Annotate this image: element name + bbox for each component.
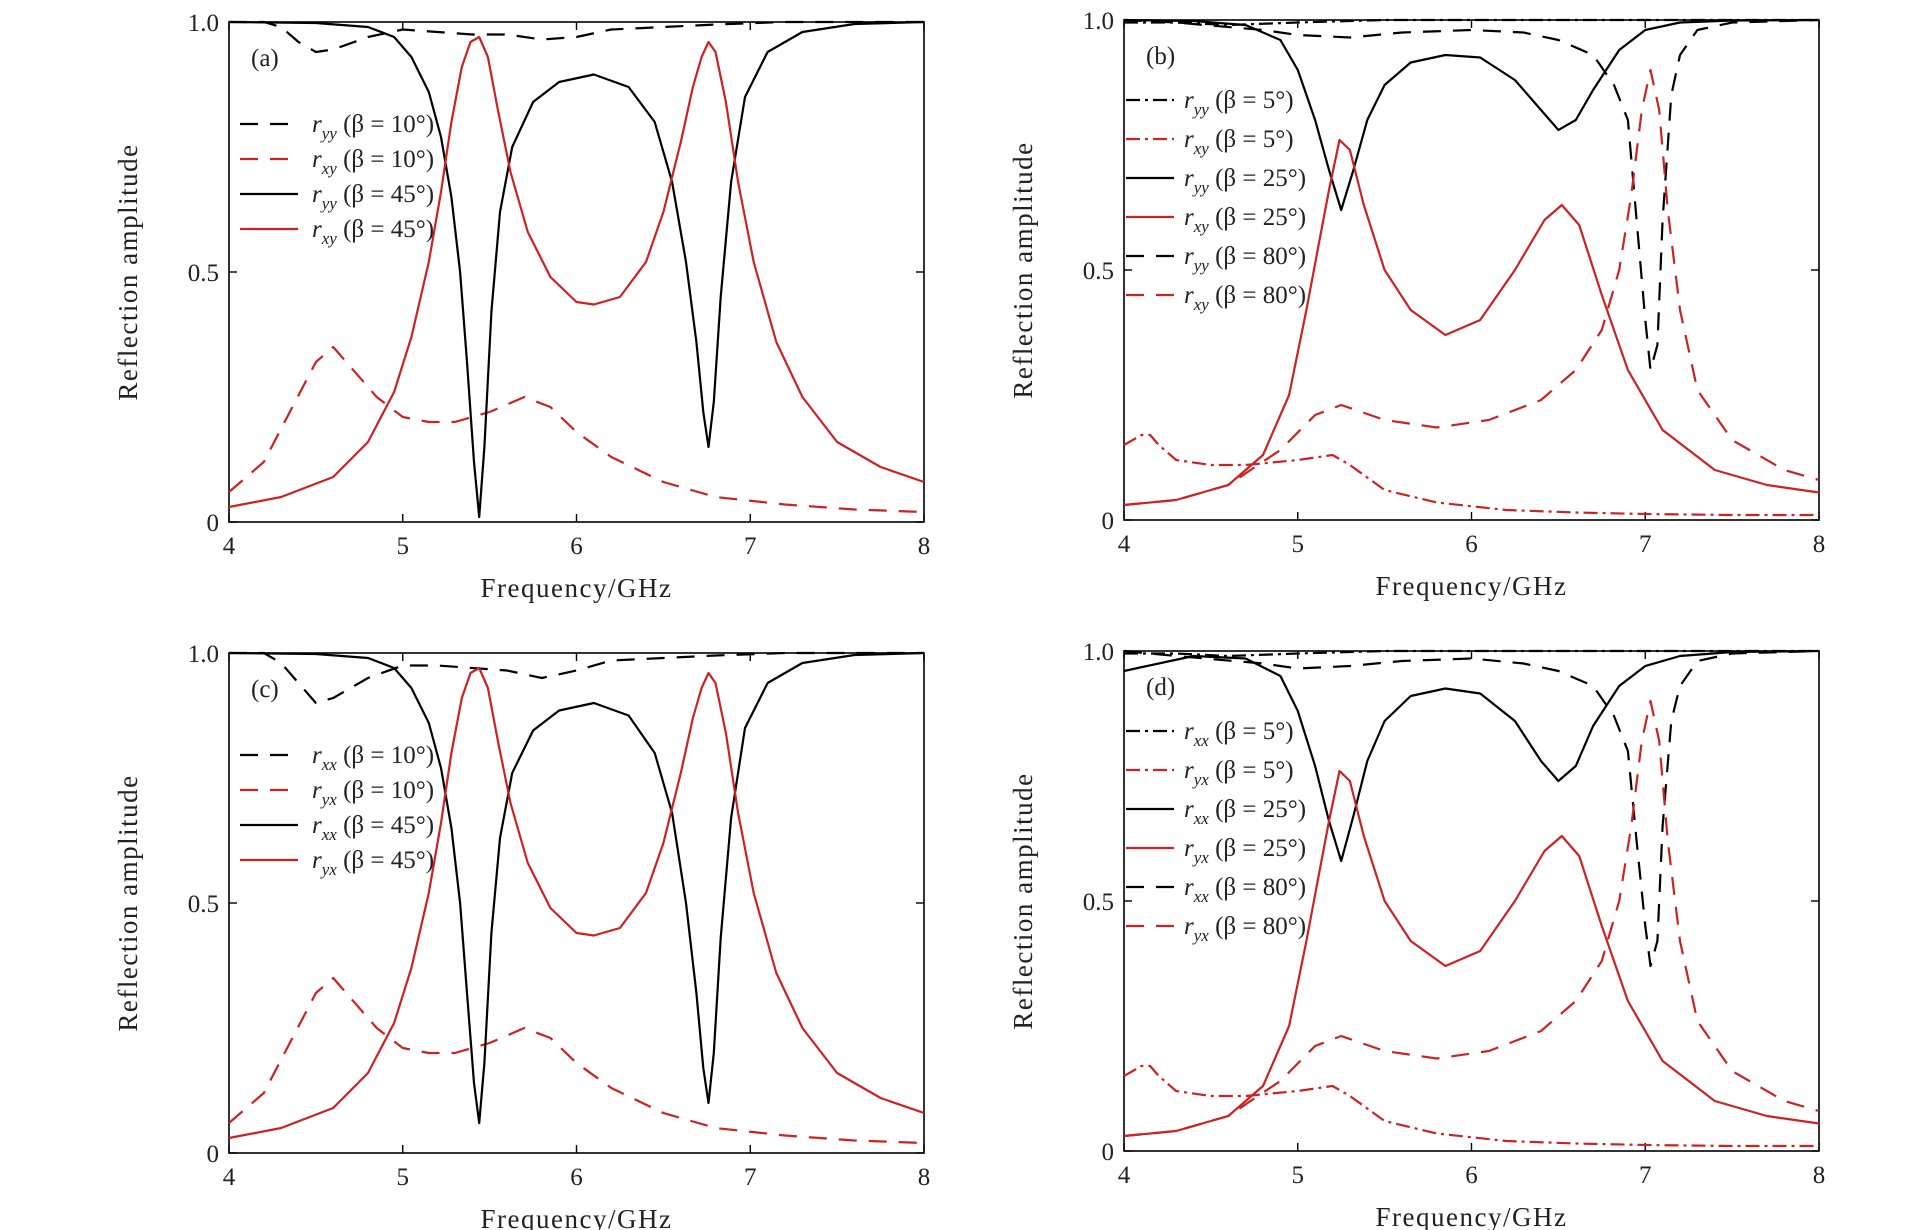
legend-entry: ryy (β = 10°) [312, 111, 434, 143]
y-tick-label: 1.0 [188, 10, 219, 37]
plot-frame [228, 652, 925, 1154]
y-tick-label: 0 [207, 510, 220, 537]
series-line [228, 345, 925, 514]
y-axis-label: Reflection amplitude [1008, 772, 1038, 1029]
x-tick-label: 5 [397, 1164, 410, 1191]
series-line [1123, 769, 1820, 1138]
x-tick-label: 5 [1292, 1162, 1305, 1189]
legend-entry: ryy (β = 25°) [1184, 165, 1306, 197]
legend: rxx (β = 5°) ryx (β = 5°) rxx (β = 25°) ryx… [1126, 718, 1306, 945]
legend-entry: rxx (β = 25°) [1184, 796, 1306, 828]
legend: ryy (β = 10°)rxy (β = 10°)ryy (β = 45°)r… [240, 111, 434, 248]
legend: ryy (β = 5°) rxy (β = 5°) ryy (β = 25°) rxy… [1126, 87, 1306, 314]
panel-d: 4 5 6 7 8 0 0.5 1.0 Frequency/GHz Reflection ampl… [1008, 639, 1825, 1230]
x-tick-label: 8 [918, 1164, 931, 1191]
series-line [1123, 699, 1820, 1138]
x-tick-label: 4 [223, 533, 236, 560]
y-tick-label: 0 [207, 1141, 220, 1168]
series-line [1123, 18, 1820, 372]
legend-entry: ryy (β = 5°) [1184, 87, 1294, 119]
x-tick-label: 8 [1813, 531, 1826, 558]
legend-entry: rxx (β = 5°) [1184, 718, 1294, 750]
x-tick-label: 4 [223, 1164, 236, 1191]
series-line [228, 651, 925, 1125]
x-tick-label: 8 [918, 533, 931, 560]
legend-entry: rxx (β = 45°) [312, 812, 434, 844]
x-tick-label: 7 [744, 533, 757, 560]
legend-entry: rxy (β = 5°) [1184, 126, 1294, 158]
y-tick-label: 0.5 [1083, 258, 1114, 285]
series-line [1123, 1064, 1819, 1148]
x-tick-label: 4 [1118, 531, 1131, 558]
x-axis-label: Frequency/GHz [1376, 571, 1568, 601]
x-tick-label: 6 [570, 1164, 583, 1191]
x-tick-label: 6 [1465, 531, 1478, 558]
plot-frame [228, 21, 925, 523]
series-line [1123, 649, 1820, 863]
series-line [229, 651, 924, 705]
panel-b: 4 5 6 7 8 0 0.5 1.0 Frequency/GHz Reflection ampl… [1008, 8, 1825, 601]
legend-entry: rxy (β = 45°) [312, 216, 434, 248]
y-tick-label: 0 [1102, 508, 1115, 535]
series-line [1124, 649, 1819, 658]
series-line [228, 666, 925, 1140]
series-line [1123, 18, 1820, 212]
y-axis-label: Reflection amplitude [113, 774, 143, 1031]
legend-entry: ryx (β = 25°) [1184, 835, 1306, 867]
series-line [1123, 138, 1820, 507]
series-line [228, 35, 925, 509]
x-axis-label: Frequency/GHz [481, 573, 673, 603]
x-tick-label: 5 [1292, 531, 1305, 558]
x-tick-label: 5 [397, 533, 410, 560]
panel-label: (d) [1146, 674, 1175, 701]
x-tick-label: 7 [1639, 531, 1652, 558]
legend: rxx (β = 10°)ryx (β = 10°)rxx (β = 45°)r… [240, 742, 434, 879]
legend-entry: ryy (β = 80°) [1184, 243, 1306, 275]
x-axis-label: Frequency/GHz [1376, 1202, 1568, 1230]
legend-entry: rxy (β = 25°) [1184, 204, 1306, 236]
legend-entry: rxy (β = 10°) [312, 146, 434, 178]
x-tick-label: 7 [744, 1164, 757, 1191]
x-tick-label: 6 [570, 533, 583, 560]
series-line [229, 20, 924, 54]
series-line [1123, 68, 1820, 507]
legend-entry: ryy (β = 45°) [312, 181, 434, 213]
series-line [1123, 649, 1820, 968]
x-tick-label: 7 [1639, 1162, 1652, 1189]
x-tick-label: 8 [1813, 1162, 1826, 1189]
legend-entry: ryx (β = 5°) [1184, 757, 1294, 789]
panel-label: (c) [251, 676, 279, 703]
x-tick-label: 4 [1118, 1162, 1131, 1189]
y-tick-label: 0 [1102, 1139, 1115, 1166]
legend-entry: rxx (β = 80°) [1184, 874, 1306, 906]
panel-label: (b) [1146, 43, 1175, 70]
panel-label: (a) [251, 45, 279, 72]
panel-a: 4 5 6 7 8 0 0.5 1.0 Frequency/GHz Reflection ampl… [113, 10, 930, 603]
legend-entry: ryx (β = 45°) [312, 847, 434, 879]
y-tick-label: 0.5 [188, 260, 219, 287]
y-tick-label: 1.0 [188, 641, 219, 668]
y-tick-label: 1.0 [1083, 8, 1114, 35]
legend-entry: ryx (β = 80°) [1184, 913, 1306, 945]
legend-entry: rxy (β = 80°) [1184, 282, 1306, 314]
panel-c: 4 5 6 7 8 0 0.5 1.0 Frequency/GHz Reflection ampl… [113, 641, 930, 1230]
y-axis-label: Reflection amplitude [1008, 141, 1038, 398]
y-axis-label: Reflection amplitude [113, 143, 143, 400]
series-line [228, 20, 925, 519]
y-tick-label: 1.0 [1083, 639, 1114, 666]
legend-entry: rxx (β = 10°) [312, 742, 434, 774]
series-line [228, 976, 925, 1145]
series-line [1123, 433, 1819, 517]
legend-entry: ryx (β = 10°) [312, 777, 434, 809]
y-tick-label: 0.5 [188, 891, 219, 918]
y-tick-label: 0.5 [1083, 889, 1114, 916]
x-axis-label: Frequency/GHz [481, 1204, 673, 1230]
x-tick-label: 6 [1465, 1162, 1478, 1189]
